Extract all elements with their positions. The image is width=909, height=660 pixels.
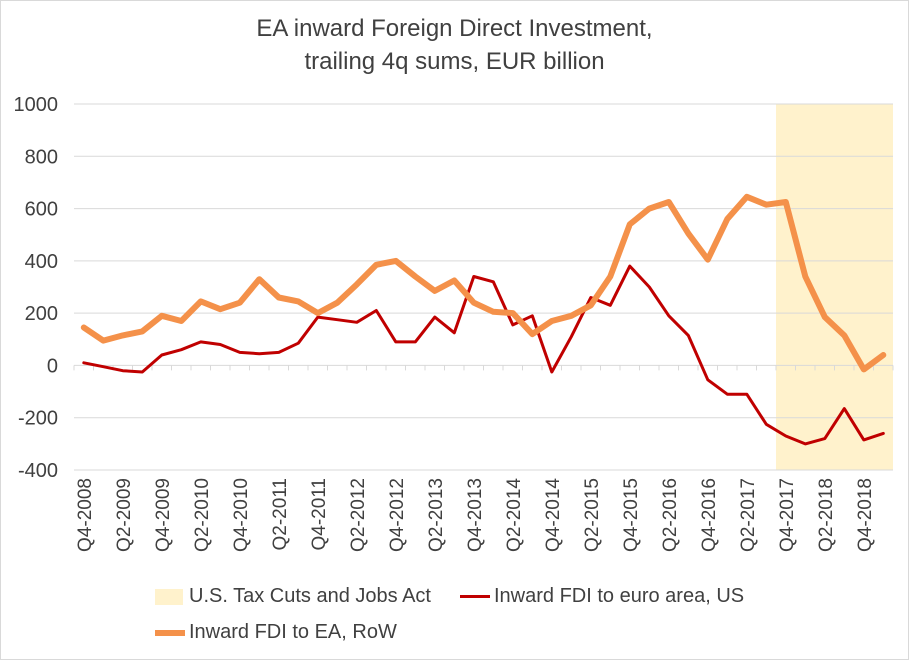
legend-label-tax-act: U.S. Tax Cuts and Jobs Act: [189, 585, 431, 607]
y-tick-label: 400: [25, 251, 58, 273]
legend-swatch-us: [460, 595, 490, 598]
x-tick-label: Q2-2013: [426, 478, 447, 552]
legend-item-tax-act: U.S. Tax Cuts and Jobs Act: [155, 585, 431, 608]
y-tick-label: 800: [25, 146, 58, 168]
x-tick-label: Q2-2015: [582, 478, 603, 552]
legend-item-row: Inward FDI to EA, RoW: [155, 621, 397, 644]
chart-title-line-1: EA inward Foreign Direct Investment,: [256, 15, 653, 42]
shaded-region-tax-act: [776, 104, 893, 470]
y-tick-label: 0: [47, 355, 58, 377]
x-tick-label: Q4-2018: [855, 478, 876, 552]
x-tick-label: Q2-2016: [660, 478, 681, 552]
chart-legend: U.S. Tax Cuts and Jobs Act Inward FDI to…: [155, 585, 895, 655]
x-tick-label: Q4-2009: [153, 478, 174, 552]
series-line-us: [82, 264, 885, 446]
x-tick-label: Q2-2014: [504, 478, 525, 552]
chart-title: EA inward Foreign Direct Investment, tra…: [0, 12, 909, 78]
x-tick-label: Q4-2013: [465, 478, 486, 552]
y-tick-label: 200: [25, 303, 58, 325]
x-tick-label: Q4-2016: [699, 478, 720, 552]
y-tick-label: 600: [25, 199, 58, 221]
series-line-row: [80, 193, 887, 373]
x-tick-label: Q4-2008: [75, 478, 96, 552]
x-tick-label: Q2-2011: [270, 478, 291, 551]
x-tick-label: Q4-2017: [777, 478, 798, 552]
x-tick-label: Q2-2012: [348, 478, 369, 552]
legend-swatch-tax-act: [155, 588, 183, 605]
legend-swatch-row: [155, 629, 185, 636]
x-tick-label: Q2-2010: [192, 478, 213, 552]
x-tick-label: Q4-2015: [621, 478, 642, 552]
legend-label-row: Inward FDI to EA, RoW: [189, 621, 397, 643]
x-tick-label: Q2-2017: [738, 478, 759, 552]
chart-title-line-2: trailing 4q sums, EUR billion: [304, 48, 605, 75]
y-tick-label: 1000: [14, 94, 59, 116]
x-tick-label: Q4-2012: [387, 478, 408, 552]
x-tick-label: Q2-2009: [114, 478, 135, 552]
x-tick-label: Q4-2014: [543, 478, 564, 552]
y-tick-label: -400: [18, 460, 58, 482]
y-tick-label: -200: [18, 408, 58, 430]
x-tick-label: Q2-2018: [816, 478, 837, 552]
x-tick-label: Q4-2011: [309, 478, 330, 551]
legend-item-us: Inward FDI to euro area, US: [460, 585, 744, 608]
legend-label-us: Inward FDI to euro area, US: [494, 585, 745, 607]
x-tick-label: Q4-2010: [231, 478, 252, 552]
